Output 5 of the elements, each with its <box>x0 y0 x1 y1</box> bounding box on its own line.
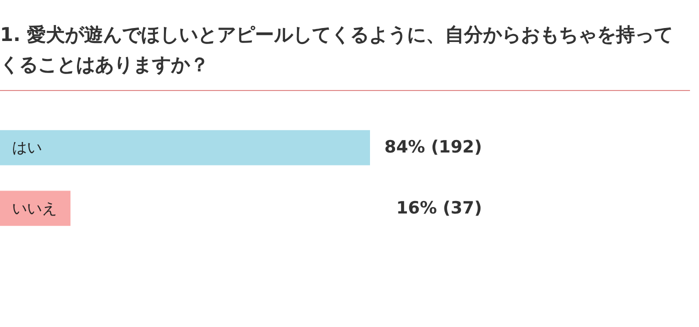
y-tick-label: いいえ <box>12 199 57 218</box>
data-label: 84% (192) <box>384 138 482 158</box>
y-tick-label: はい <box>12 138 42 157</box>
data-label: 16% (37) <box>396 198 482 218</box>
chart-title: 1. 愛犬が遊んでほしいとアピールしてくるように、自分からおもちゃを持ってくることはありますか？ <box>0 20 690 91</box>
